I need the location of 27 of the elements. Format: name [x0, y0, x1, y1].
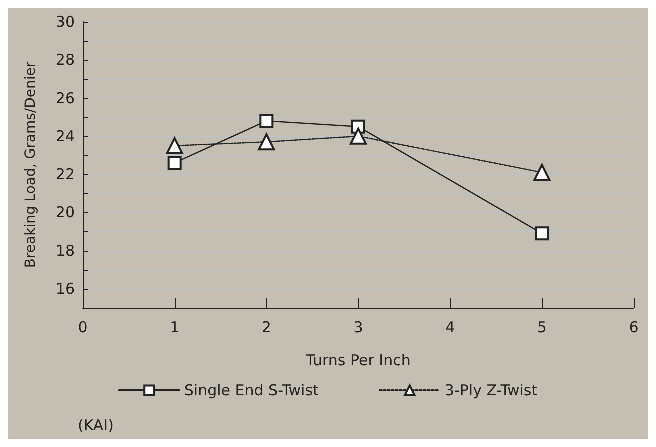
text: (KAI): [78, 416, 114, 434]
point: [258, 134, 276, 151]
point: [535, 226, 550, 241]
point: [534, 164, 551, 182]
point: [350, 128, 367, 145]
y-tick-label: 20: [56, 204, 75, 222]
x-tick-label: 2: [262, 318, 272, 336]
y-tick-label: 22: [56, 166, 75, 184]
x-tick-label: 0: [78, 318, 88, 336]
x-tick-label: 1: [170, 318, 180, 336]
y-tick-label: 30: [56, 13, 75, 31]
x-tick-label: 3: [354, 318, 364, 336]
point: [166, 137, 184, 154]
y-tick-label: 24: [56, 127, 75, 146]
x-axis-title: Turns Per Inch: [305, 352, 411, 370]
legend-label: Single End S-Twist: [184, 382, 320, 400]
point: [168, 156, 182, 170]
y-tick-label: 18: [56, 242, 75, 260]
x-tick-label: 6: [629, 318, 639, 336]
x-tick-label: 4: [446, 318, 456, 336]
x-tick-label: 5: [537, 318, 547, 336]
point: [260, 114, 274, 128]
y-tick-label: 28: [56, 51, 75, 70]
y-axis-title: Breaking Load, Grams/Denier: [23, 62, 39, 268]
y-tick-label: 26: [56, 89, 75, 108]
legend-label: 3-Ply Z-Twist: [444, 382, 538, 400]
y-tick-label: 16: [56, 280, 75, 298]
